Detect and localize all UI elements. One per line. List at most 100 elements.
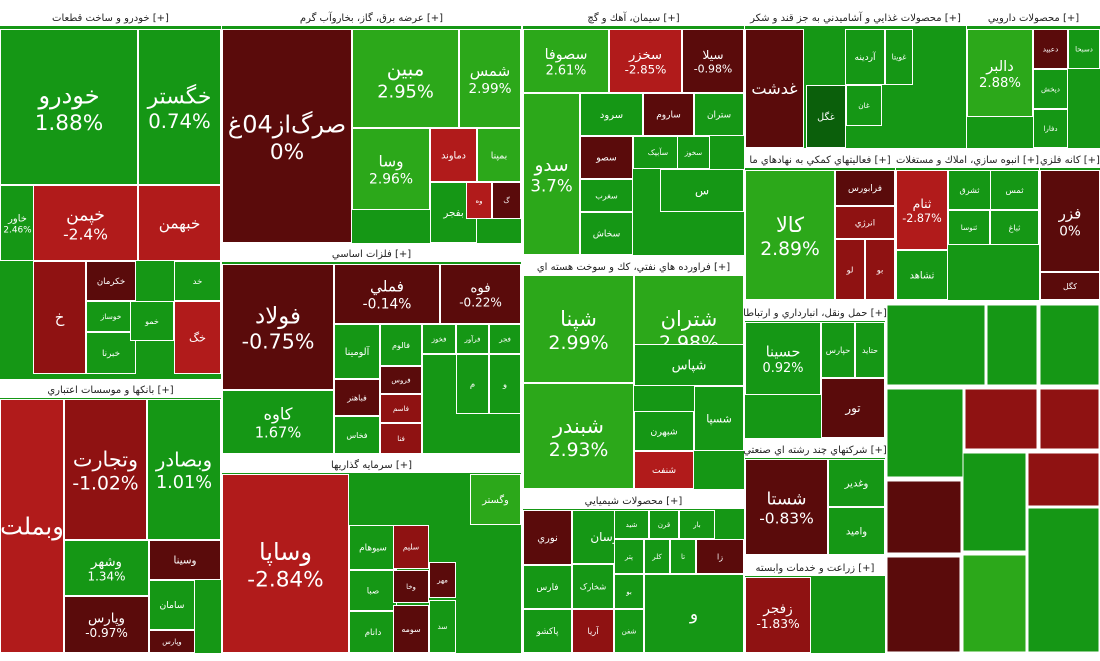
stock-label: دپخش [1041, 85, 1060, 94]
stock-label: فخوز [431, 335, 447, 343]
stock-label: فاسم [393, 405, 409, 413]
sector-group: خودرو و ساخت قطعات [+]خودرو1.88%خگستر0.7… [0, 8, 221, 379]
stock-label: خاور [7, 214, 27, 225]
stock-label: دفارا [1043, 124, 1057, 133]
stock-label: شپنا [560, 306, 597, 331]
sector-title: فعاليتهاي كمكي به نهادهاي ما [+] [749, 155, 890, 166]
stock-label: فملي [370, 278, 404, 297]
stock-label: آردينه [854, 51, 876, 63]
stock-label: دعبيد [1043, 45, 1059, 54]
sector-group: عرضه برق، گاز، بخاروآب گرم [+]صرگ‌از04غ0… [222, 8, 521, 243]
stock-label: بار [692, 521, 701, 529]
stock-label: خبهمن [159, 214, 201, 232]
sector-title: كانه فلزي [+] [1040, 155, 1100, 166]
stock-change-label: -2.87% [902, 212, 941, 225]
stock-change-label: -2.85% [625, 62, 667, 76]
stock-label: پاکشو [536, 627, 559, 637]
filler-tile [887, 389, 963, 477]
sector-group: محصولات دارويي [+]دعبيددفارادپخشدسبحادال… [967, 8, 1100, 148]
sector-title: شركتهاي چند رشته اي صنعتي [+] [743, 445, 887, 456]
sector-group: سرمايه گذاريها [+]وساپا-2.84%وگسترسيوهام… [222, 455, 521, 653]
filler-tile [1040, 305, 1099, 385]
stock-label: وسا [379, 153, 404, 171]
sector-group: شركتهاي چند رشته اي صنعتي [+]شستا-0.83%و… [743, 440, 887, 555]
stock-change-label: 1.01% [156, 473, 212, 493]
stock-label: سومه [401, 625, 421, 634]
stock-label: دسبحا [1075, 45, 1093, 53]
stock-label: سيلا [702, 48, 723, 62]
stock-label: خ [55, 309, 65, 327]
stock-label: سدو [533, 155, 568, 176]
sector-title: عرضه برق، گاز، بخاروآب گرم [+] [300, 11, 443, 24]
stock-label: گ [503, 196, 510, 205]
stock-label: فوه [470, 281, 490, 296]
stock-label: وشهر [90, 555, 122, 570]
stock-label: بمپنا [491, 150, 508, 161]
stock-label: حتايد [862, 346, 878, 355]
stock-label: غگل [817, 111, 835, 123]
stock-label: خکرمان [97, 277, 125, 287]
sector-title: حمل ونقل، انبارداري و ارتباطا [+] [743, 308, 887, 319]
stock-change-label: 2.61% [546, 64, 587, 79]
stock-label: ثباغ [1009, 223, 1021, 232]
stock-label: سامان [159, 600, 184, 611]
stock-label: بو [876, 264, 884, 274]
stock-label: فارس [536, 583, 558, 593]
stock-label: وپارس [162, 638, 181, 646]
filler-tile [963, 555, 1026, 652]
stock-label: وپارس [88, 611, 125, 626]
sector-title: فلزات اساسي [+] [332, 249, 411, 260]
filler-tile [887, 305, 985, 385]
stock-label: فزر [1058, 205, 1082, 223]
stock-change-label: 1.34% [88, 570, 126, 584]
stock-label: سد [438, 622, 448, 631]
stock-label: بو [625, 588, 632, 596]
stock-label: و [689, 604, 698, 624]
stock-label: بفجر [442, 207, 463, 219]
sector-title: خودرو و ساخت قطعات [+] [52, 13, 169, 24]
stock-label: پتر [624, 553, 633, 561]
stock-label: وبملت [0, 512, 64, 540]
stock-change-label: 2.89% [760, 239, 819, 260]
stock-label: مهر [436, 576, 448, 584]
stock-label: سصوفا [545, 47, 588, 63]
sector-group: حمل ونقل، انبارداري و ارتباطا [+]حسينا0.… [743, 303, 887, 438]
stock-label: شخارک [580, 581, 606, 591]
stock-change-label: 1.88% [35, 111, 104, 136]
stock-change-label: -1.83% [756, 617, 799, 631]
stock-change-label: 3.7% [530, 177, 572, 196]
sector-title: سيمان، آهك و گچ [+] [587, 11, 679, 24]
stock-label: شمس [470, 62, 511, 80]
stock-label: کلر [651, 553, 662, 561]
stock-label: انرژي [855, 218, 875, 228]
stock-change-label: -0.75% [242, 330, 315, 354]
stock-label: شستا [766, 489, 806, 509]
stock-change-label: -0.83% [759, 509, 814, 527]
stock-label: وگستر [481, 494, 509, 506]
stock-label: خگ [189, 330, 206, 344]
stock-change-label: -1.02% [72, 473, 138, 494]
stock-label: شسپا [706, 412, 732, 425]
stock-label: سصو [595, 153, 616, 164]
stock-change-label: 1.67% [255, 424, 302, 441]
stock-label: وسينا [174, 555, 197, 567]
sector-title: محصولات شيميايي [+] [585, 496, 683, 507]
stock-label: خمو [144, 317, 159, 326]
stock-label: کگل [1063, 281, 1077, 291]
stock-label: غان [858, 101, 870, 110]
filler-tile [963, 453, 1026, 551]
stock-label: سغرب [595, 191, 618, 200]
sector-title: سرمايه گذاريها [+] [331, 459, 412, 471]
stock-label: فخاس [346, 431, 367, 440]
stock-label: لو [846, 264, 854, 274]
sector-title: انبوه سازي، املاك و مستغلات [+] [896, 155, 1039, 166]
stock-label: وتجارت [73, 447, 138, 471]
stock-label: سيوهام [359, 544, 387, 554]
sector-group: فعاليتهاي كمكي به نهادهاي ما [+]کالا2.89… [745, 150, 895, 300]
stock-change-label: 0% [270, 140, 304, 165]
stock-change-label: 2.46% [3, 225, 31, 235]
stock-change-label: -2.84% [247, 567, 323, 592]
stock-label: ثشرق [960, 186, 980, 195]
stock-label: ثشاهد [910, 270, 935, 281]
